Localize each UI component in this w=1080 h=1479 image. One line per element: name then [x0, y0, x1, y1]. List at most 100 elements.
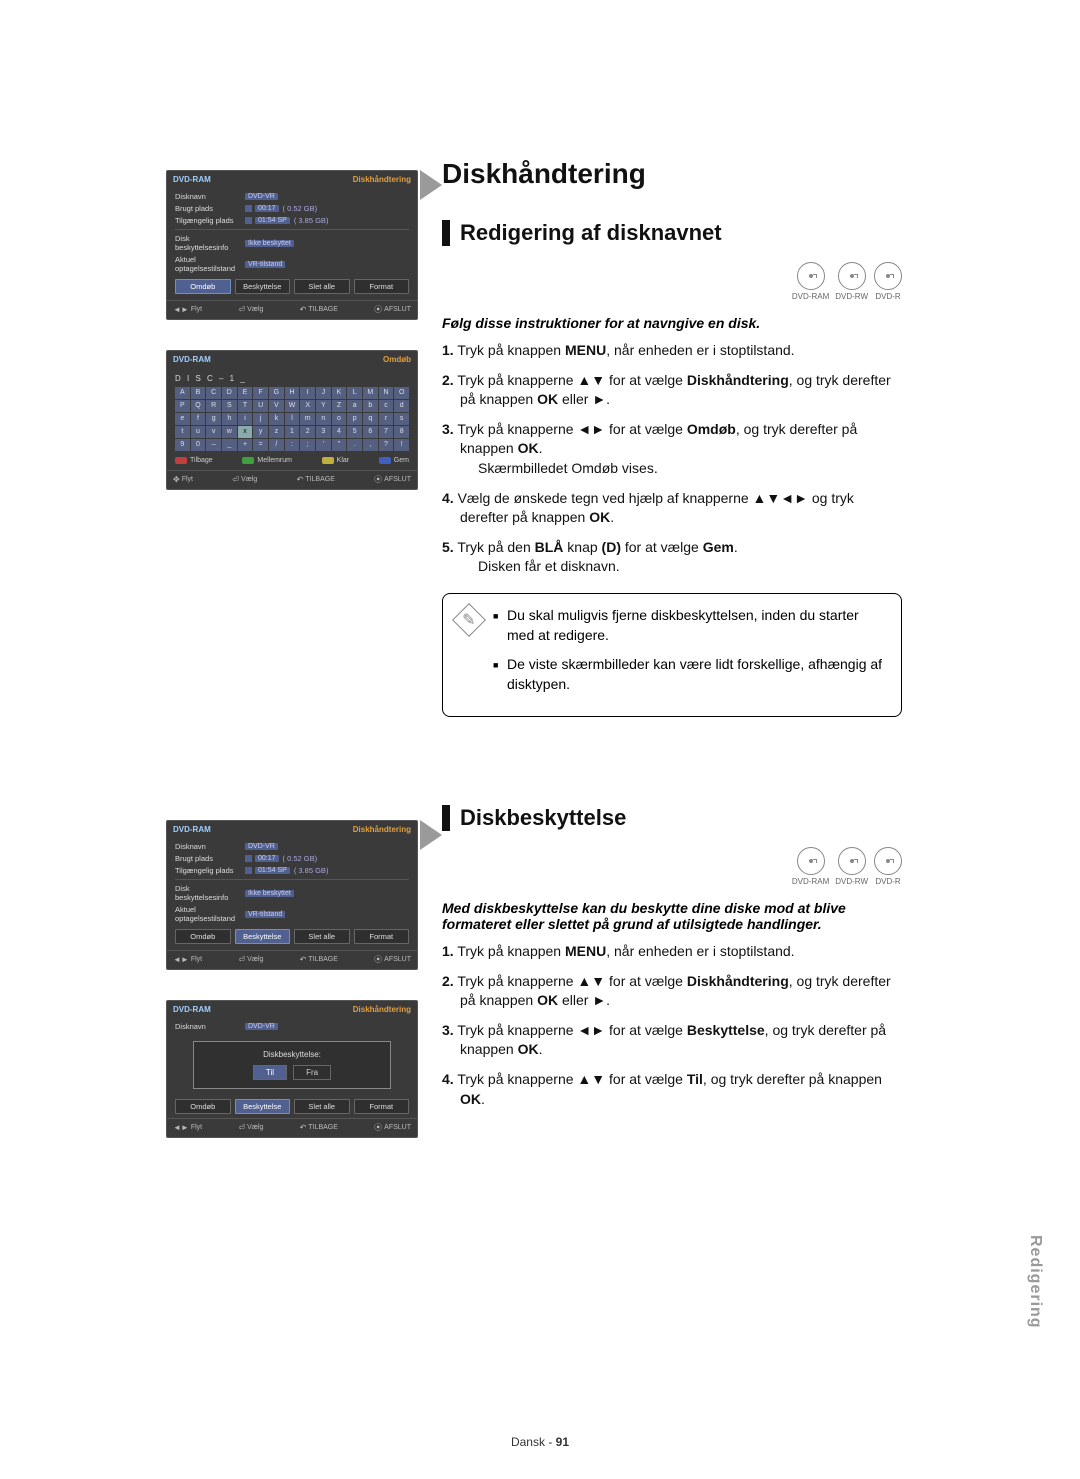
- key[interactable]: m: [300, 413, 315, 425]
- key[interactable]: Z: [332, 400, 347, 412]
- step-item: 3. Tryk på knapperne ◄► for at vælge Omd…: [442, 420, 902, 479]
- btn-delete-all[interactable]: Slet alle: [294, 279, 350, 294]
- key[interactable]: o: [332, 413, 347, 425]
- key[interactable]: v: [206, 426, 221, 438]
- arrow-section-1: [420, 170, 442, 200]
- key[interactable]: :: [285, 439, 300, 451]
- key[interactable]: ;: [300, 439, 315, 451]
- key[interactable]: A: [175, 387, 190, 399]
- key[interactable]: i: [238, 413, 253, 425]
- section-protection-heading: Diskbeskyttelse: [442, 805, 902, 831]
- key[interactable]: y: [253, 426, 268, 438]
- key[interactable]: f: [191, 413, 206, 425]
- key[interactable]: P: [175, 400, 190, 412]
- key[interactable]: K: [332, 387, 347, 399]
- key[interactable]: h: [222, 413, 237, 425]
- btn-protect[interactable]: Beskyttelse: [235, 279, 291, 294]
- key[interactable]: M: [363, 387, 378, 399]
- key[interactable]: g: [206, 413, 221, 425]
- key[interactable]: /: [269, 439, 284, 451]
- key[interactable]: 9: [175, 439, 190, 451]
- key[interactable]: t: [175, 426, 190, 438]
- onscreen-keyboard[interactable]: ABCDEFGHIJKLMNO PQRSTUVWXYZabcd efghijklmn…: [175, 387, 409, 451]
- key[interactable]: a: [347, 400, 362, 412]
- key[interactable]: p: [347, 413, 362, 425]
- key[interactable]: n: [316, 413, 331, 425]
- key[interactable]: 7: [379, 426, 394, 438]
- key[interactable]: e: [175, 413, 190, 425]
- key[interactable]: r: [379, 413, 394, 425]
- key[interactable]: C: [206, 387, 221, 399]
- key[interactable]: N: [379, 387, 394, 399]
- key[interactable]: Q: [191, 400, 206, 412]
- key[interactable]: 5: [347, 426, 362, 438]
- key[interactable]: l: [285, 413, 300, 425]
- key[interactable]: w: [222, 426, 237, 438]
- key[interactable]: 3: [316, 426, 331, 438]
- key[interactable]: .: [347, 439, 362, 451]
- key[interactable]: Y: [316, 400, 331, 412]
- disc-type-icon: DVD-RW: [835, 262, 868, 301]
- section-edit-name-heading: Redigering af disknavnet: [442, 220, 902, 246]
- key[interactable]: b: [363, 400, 378, 412]
- ui-manager-protection-screen: DVD-RAM Diskhåndtering DisknavnDVD-VR Br…: [166, 820, 418, 970]
- key[interactable]: F: [253, 387, 268, 399]
- key[interactable]: c: [379, 400, 394, 412]
- key[interactable]: U: [253, 400, 268, 412]
- key[interactable]: T: [238, 400, 253, 412]
- key[interactable]: B: [191, 387, 206, 399]
- key[interactable]: ?: [379, 439, 394, 451]
- key[interactable]: I: [300, 387, 315, 399]
- key[interactable]: q: [363, 413, 378, 425]
- key[interactable]: k: [269, 413, 284, 425]
- key[interactable]: u: [191, 426, 206, 438]
- ui-protection-dialog-screen: DVD-RAM Diskhåndtering DisknavnDVD-VR Di…: [166, 1000, 418, 1138]
- key[interactable]: z: [269, 426, 284, 438]
- arrow-section-2: [420, 820, 442, 850]
- key[interactable]: d: [394, 400, 409, 412]
- key[interactable]: L: [347, 387, 362, 399]
- key[interactable]: 6: [363, 426, 378, 438]
- edit-intro: Følg disse instruktioner for at navngive…: [442, 315, 902, 331]
- key[interactable]: R: [206, 400, 221, 412]
- toggle-off[interactable]: Fra: [293, 1065, 331, 1080]
- toggle-on[interactable]: Til: [253, 1065, 287, 1080]
- key[interactable]: j: [253, 413, 268, 425]
- key[interactable]: ': [316, 439, 331, 451]
- step-item: 5. Tryk på den BLÅ knap (D) for at vælge…: [442, 538, 902, 577]
- key[interactable]: 0: [191, 439, 206, 451]
- key[interactable]: +: [238, 439, 253, 451]
- key[interactable]: 2: [300, 426, 315, 438]
- key[interactable]: 8: [394, 426, 409, 438]
- key[interactable]: S: [222, 400, 237, 412]
- disc-type-icon: DVD-RW: [835, 847, 868, 886]
- key[interactable]: X: [300, 400, 315, 412]
- key[interactable]: H: [285, 387, 300, 399]
- step-item: 1. Tryk på knappen MENU, når enheden er …: [442, 942, 902, 962]
- key[interactable]: V: [269, 400, 284, 412]
- key[interactable]: ,: [363, 439, 378, 451]
- key[interactable]: =: [253, 439, 268, 451]
- edit-steps: 1. Tryk på knappen MENU, når enheden er …: [442, 341, 902, 577]
- key[interactable]: –: [206, 439, 221, 451]
- key[interactable]: _: [222, 439, 237, 451]
- key[interactable]: 4: [332, 426, 347, 438]
- key[interactable]: O: [394, 387, 409, 399]
- key[interactable]: W: [285, 400, 300, 412]
- key[interactable]: E: [238, 387, 253, 399]
- ui-rename-screen: DVD-RAM Omdøb D I S C – 1 _ ABCDEFGHIJKL…: [166, 350, 418, 490]
- disc-type-icons: DVD-RAMDVD-RWDVD-R: [442, 262, 902, 301]
- key[interactable]: x: [238, 426, 253, 438]
- key[interactable]: s: [394, 413, 409, 425]
- key[interactable]: J: [316, 387, 331, 399]
- btn-format[interactable]: Format: [354, 279, 410, 294]
- key[interactable]: ": [332, 439, 347, 451]
- key[interactable]: !: [394, 439, 409, 451]
- key[interactable]: D: [222, 387, 237, 399]
- disc-type-icons: DVD-RAMDVD-RWDVD-R: [442, 847, 902, 886]
- btn-rename[interactable]: Omdøb: [175, 279, 231, 294]
- key[interactable]: G: [269, 387, 284, 399]
- note-box: ✎ Du skal muligvis fjerne diskbeskyttels…: [442, 593, 902, 717]
- key[interactable]: 1: [285, 426, 300, 438]
- step-item: 3. Tryk på knapperne ◄► for at vælge Bes…: [442, 1021, 902, 1060]
